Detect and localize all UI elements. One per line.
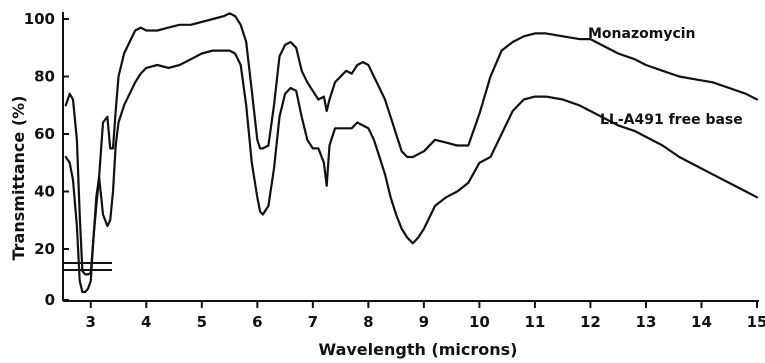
x-tick-label: 5 (197, 313, 207, 331)
x-tick-label: 8 (363, 313, 373, 331)
x-tick-label: 6 (252, 313, 262, 331)
x-tick-label: 3 (86, 313, 96, 331)
y-axis-break (63, 262, 112, 271)
x-tick-label: 11 (524, 313, 545, 331)
curves (64, 12, 759, 294)
series-line-ll-a491-free-base (64, 49, 759, 294)
y-tick-label: 0 (45, 291, 55, 309)
x-tick-label: 10 (469, 313, 490, 331)
x-tick-label: 4 (141, 313, 151, 331)
y-tick-label: 20 (34, 240, 55, 258)
x-axis-title: Wavelength (microns) (318, 340, 517, 359)
y-tick-label: 60 (34, 125, 55, 143)
x-tick-label: 14 (691, 313, 712, 331)
series-line-monazomycin (64, 12, 759, 276)
y-tick-label: 40 (34, 183, 55, 201)
ticks: 3 4 5 6 7 8 9 10 11 12 13 14 15 0 20 40 60 80 100 (24, 10, 765, 331)
x-tick-label: 13 (636, 313, 657, 331)
x-tick-label: 7 (308, 313, 318, 331)
y-tick-label: 80 (34, 68, 55, 86)
series-label-monazomycin: Monazomycin (588, 26, 696, 42)
axes (62, 12, 759, 302)
x-tick-label: 15 (747, 313, 765, 331)
x-tick-label: 9 (419, 313, 429, 331)
x-tick-label: 12 (580, 313, 601, 331)
series-label-ll-a491-free-base: LL-A491 free base (600, 112, 743, 128)
y-tick-label: 100 (24, 10, 55, 28)
y-axis-title: Transmittance (%) (9, 96, 28, 261)
